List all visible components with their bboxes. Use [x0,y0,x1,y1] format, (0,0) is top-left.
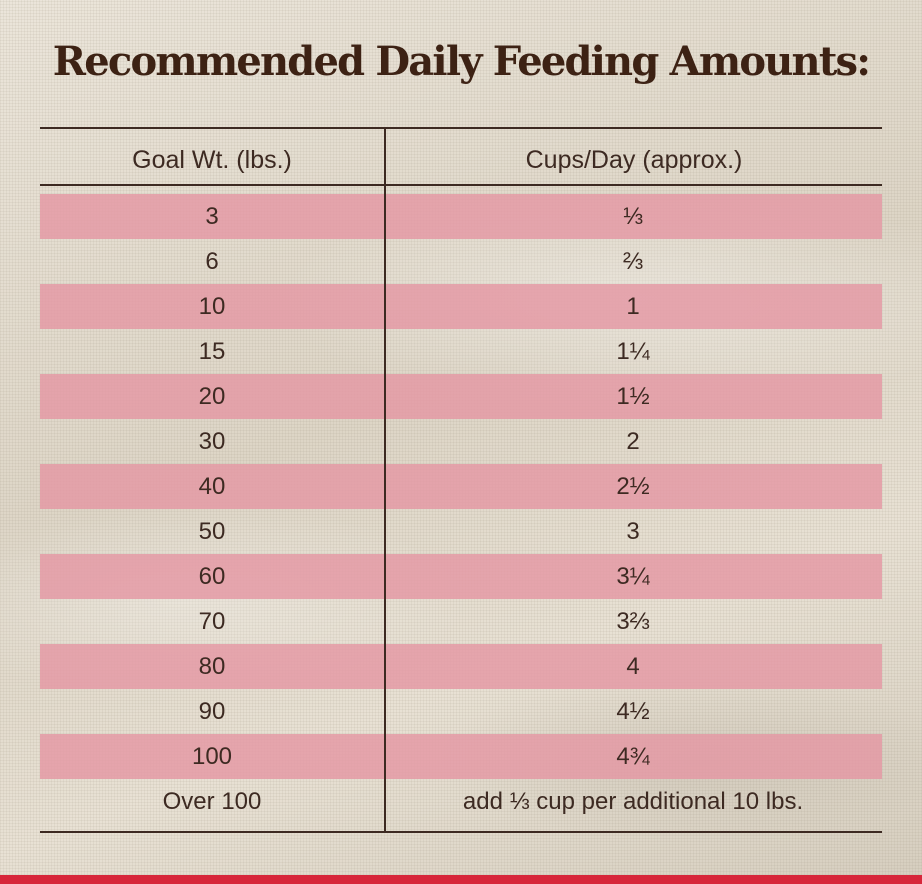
table-row: 50 3 [40,509,882,554]
cups-per-day-cell: add ⅓ cup per additional 10 lbs. [462,787,804,815]
table-row: 20 1½ [40,374,882,419]
goal-weight-cell: 15 [198,337,226,365]
page-title: Recommended Daily Feeding Amounts: [52,38,871,85]
table-row: 100 4¾ [40,734,882,779]
cups-per-day-cell: 2 [626,427,640,455]
table-row: 6 ⅔ [40,239,882,284]
feeding-table-body: 3 ⅓ 6 ⅔ 10 1 15 1¼ 20 1½ 30 2 40 2½ 50 3… [40,194,882,824]
cups-per-day-cell: 1½ [616,382,650,410]
table-row: 10 1 [40,284,882,329]
table-row: 90 4½ [40,689,882,734]
table-row: 3 ⅓ [40,194,882,239]
goal-weight-cell: 40 [198,472,226,500]
goal-weight-cell: 50 [198,517,226,545]
accent-bar [0,875,922,884]
cups-per-day-cell: 4¾ [616,742,650,770]
cups-per-day-cell: 3⅔ [616,607,650,635]
goal-weight-cell: Over 100 [162,787,262,815]
goal-weight-cell: 6 [205,247,219,275]
cups-per-day-cell: 3 [626,517,640,545]
goal-weight-cell: 3 [205,202,219,230]
cups-per-day-cell: 4½ [616,697,650,725]
goal-weight-cell: 30 [198,427,226,455]
cups-per-day-cell: 1¼ [616,337,650,365]
header-cups-per-day: Cups/Day (approx.) [525,146,743,174]
cups-per-day-cell: ⅔ [622,247,643,275]
goal-weight-cell: 10 [198,292,226,320]
table-row: 70 3⅔ [40,599,882,644]
cups-per-day-cell: 4 [626,652,640,680]
cups-per-day-cell: 3¼ [616,562,650,590]
table-row: Over 100 add ⅓ cup per additional 10 lbs… [40,779,882,824]
goal-weight-cell: 80 [198,652,226,680]
goal-weight-cell: 100 [191,742,233,770]
table-bottom-rule [40,831,882,833]
table-row: 60 3¼ [40,554,882,599]
column-divider [384,127,386,833]
table-row: 40 2½ [40,464,882,509]
table-row: 80 4 [40,644,882,689]
header-goal-weight: Goal Wt. (lbs.) [132,146,292,174]
table-row: 15 1¼ [40,329,882,374]
header-bottom-rule [40,184,882,186]
cups-per-day-cell: ⅓ [622,202,643,230]
goal-weight-cell: 60 [198,562,226,590]
goal-weight-cell: 70 [198,607,226,635]
goal-weight-cell: 90 [198,697,226,725]
table-row: 30 2 [40,419,882,464]
goal-weight-cell: 20 [198,382,226,410]
cups-per-day-cell: 2½ [616,472,650,500]
cups-per-day-cell: 1 [626,292,640,320]
table-top-rule [40,127,882,129]
